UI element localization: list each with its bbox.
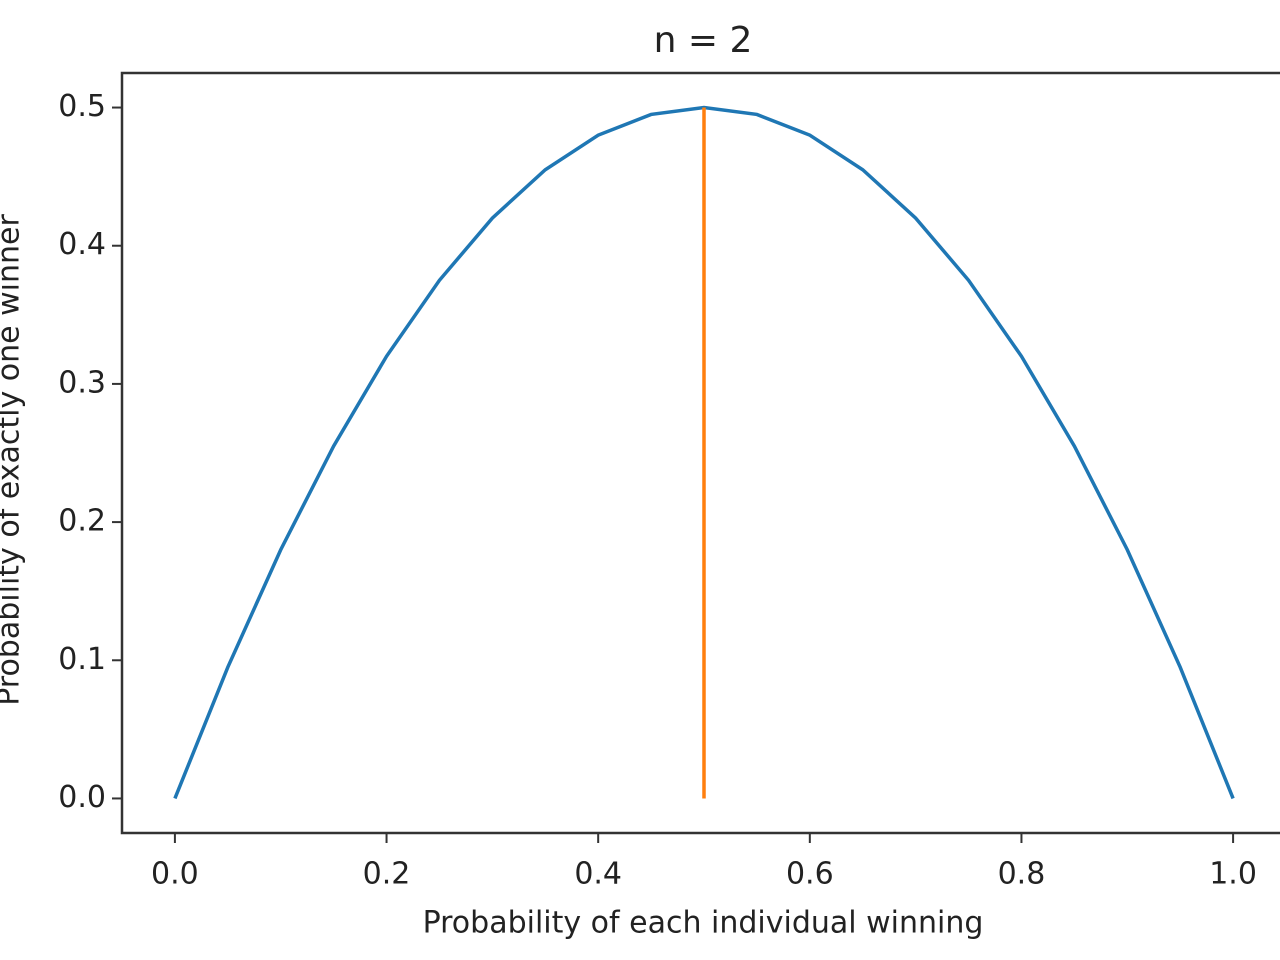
x-tick-label: 0.6 <box>786 857 834 892</box>
x-tick-label: 0.4 <box>574 857 622 892</box>
y-tick-label: 0.0 <box>58 780 106 815</box>
x-axis-label: Probability of each individual winning <box>423 906 984 941</box>
chart-title: n = 2 <box>654 20 753 61</box>
plot-frame <box>120 71 1280 835</box>
y-tick-label: 0.1 <box>58 642 106 677</box>
x-tick-label: 0.8 <box>998 857 1046 892</box>
y-tick-label: 0.2 <box>58 504 106 539</box>
y-tick-label: 0.4 <box>58 227 106 262</box>
y-tick-label: 0.5 <box>58 89 106 124</box>
y-tick-label: 0.3 <box>58 365 106 400</box>
y-axis-label: Probability of exactly one winner <box>0 214 27 706</box>
x-tick-label: 0.0 <box>151 857 199 892</box>
x-tick-label: 0.2 <box>363 857 411 892</box>
x-tick-label: 1.0 <box>1209 857 1257 892</box>
